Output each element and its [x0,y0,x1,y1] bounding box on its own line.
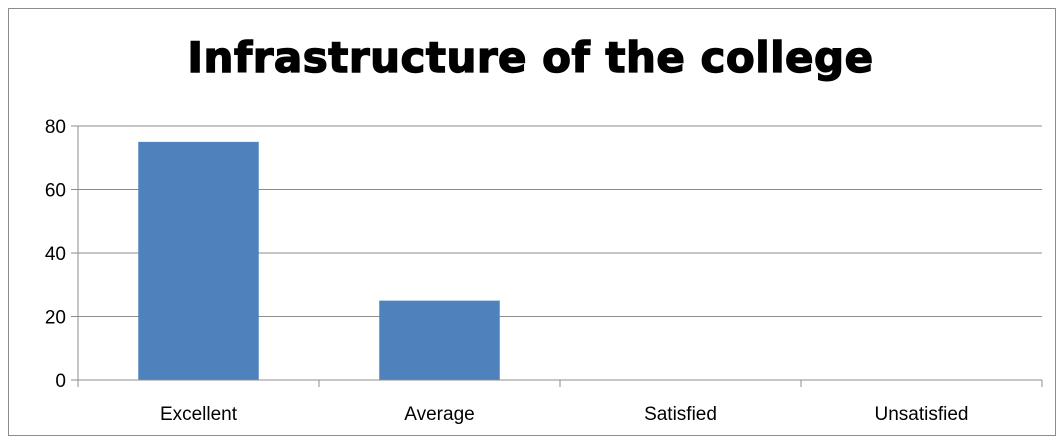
y-tick-label: 60 [45,181,66,202]
bars [138,141,500,380]
bar-average [379,300,500,380]
y-tick-label: 80 [45,117,66,138]
bar-excellent [138,141,259,380]
y-tick-label: 0 [55,371,66,392]
x-tick-label: Satisfied [644,404,717,425]
axes [71,125,1043,387]
axis-labels: 0 20 40 60 80 Excellent Average Satisfied Unsati… [45,117,969,425]
y-tick-label: 20 [45,308,66,329]
y-tick-label: 40 [45,244,66,265]
x-tick-label: Unsatisfied [875,404,969,425]
x-tick-label: Average [404,404,474,425]
x-tick-label: Excellent [160,404,238,425]
chart-title: Infrastructure of the college [187,33,874,82]
